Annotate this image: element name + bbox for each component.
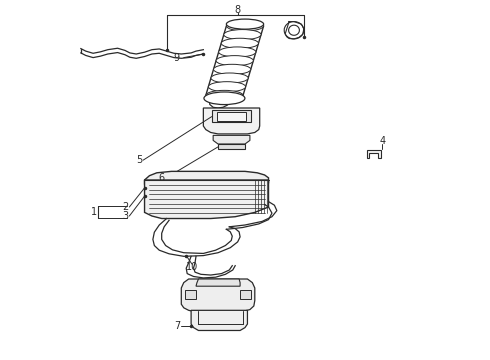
Polygon shape bbox=[218, 144, 245, 149]
Ellipse shape bbox=[208, 82, 245, 92]
Polygon shape bbox=[185, 290, 196, 299]
Text: 1: 1 bbox=[91, 207, 97, 217]
Ellipse shape bbox=[214, 64, 251, 75]
Polygon shape bbox=[196, 279, 240, 286]
Ellipse shape bbox=[206, 90, 243, 100]
Text: 7: 7 bbox=[174, 321, 180, 331]
Polygon shape bbox=[213, 135, 250, 144]
Polygon shape bbox=[217, 112, 246, 121]
Text: 9: 9 bbox=[173, 53, 179, 63]
Ellipse shape bbox=[204, 92, 245, 105]
Text: 3: 3 bbox=[122, 211, 128, 221]
Text: 10: 10 bbox=[186, 262, 198, 272]
Polygon shape bbox=[212, 110, 251, 122]
Ellipse shape bbox=[211, 73, 248, 83]
Ellipse shape bbox=[216, 55, 253, 66]
Text: 5: 5 bbox=[136, 155, 142, 165]
Ellipse shape bbox=[226, 21, 264, 31]
Ellipse shape bbox=[224, 30, 261, 40]
Polygon shape bbox=[367, 150, 381, 158]
Text: 2: 2 bbox=[122, 202, 128, 212]
Polygon shape bbox=[145, 180, 269, 219]
Polygon shape bbox=[181, 279, 255, 311]
Ellipse shape bbox=[221, 38, 259, 48]
Ellipse shape bbox=[219, 47, 256, 57]
Ellipse shape bbox=[226, 19, 264, 29]
Text: 6: 6 bbox=[158, 173, 164, 183]
Polygon shape bbox=[240, 290, 251, 299]
Polygon shape bbox=[203, 108, 260, 134]
Text: 8: 8 bbox=[235, 5, 241, 15]
Polygon shape bbox=[145, 171, 269, 194]
Polygon shape bbox=[191, 310, 247, 330]
Text: 4: 4 bbox=[379, 136, 385, 146]
